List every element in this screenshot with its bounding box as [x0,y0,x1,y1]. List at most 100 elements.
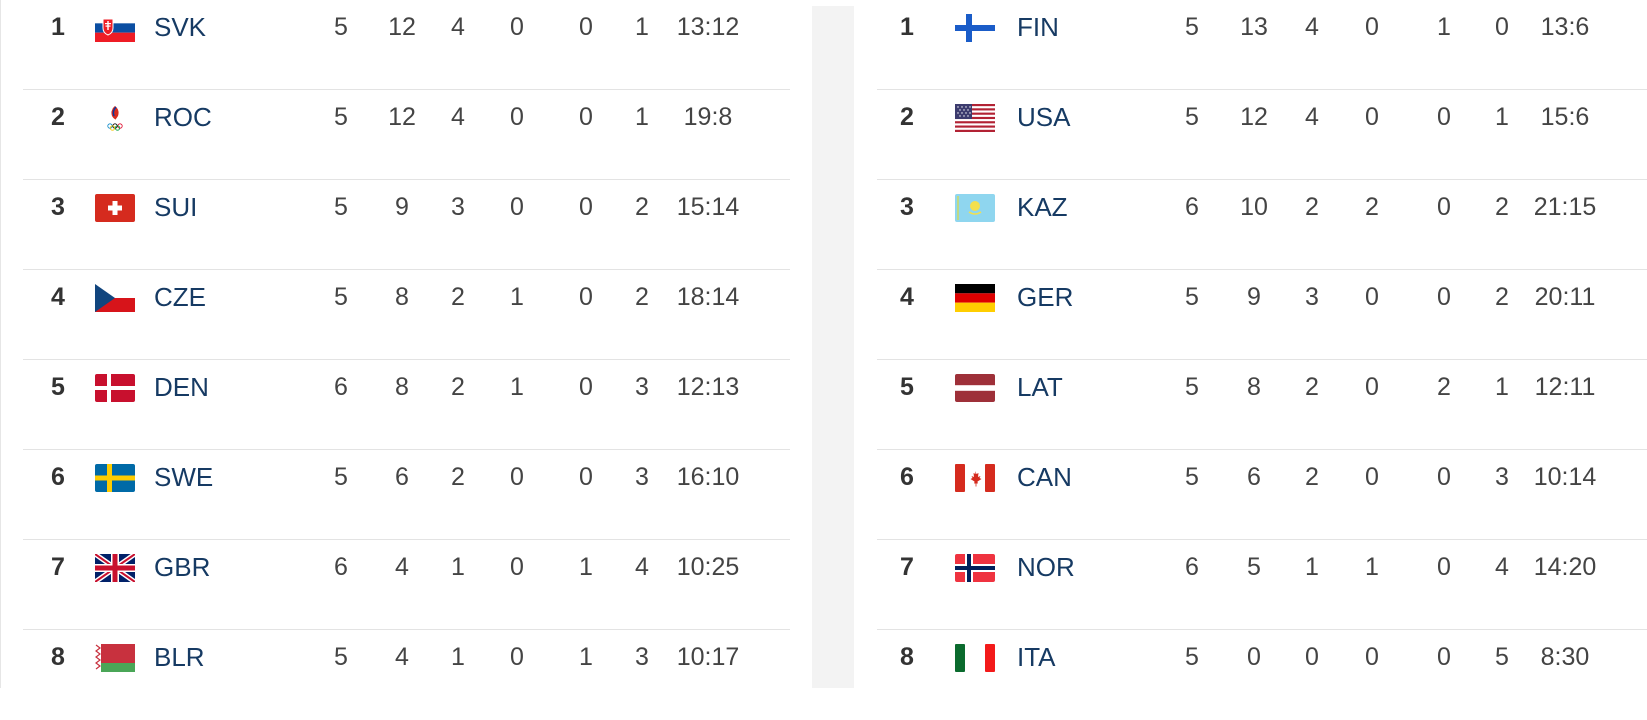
country-code[interactable]: SWE [154,462,214,492]
country-code[interactable]: NOR [1017,552,1075,582]
games-played: 5 [1185,283,1199,311]
rank: 1 [51,13,65,41]
overtime-wins: 0 [1365,13,1379,41]
country-code[interactable]: SVK [154,12,207,42]
country-code[interactable]: LAT [1017,372,1063,402]
wins: 2 [1305,463,1319,491]
country-code[interactable]: ROC [154,102,212,132]
table-row[interactable]: 8 ITA 5 0 0 0 0 5 8:30 [877,630,1647,720]
standings-table-left: 1 SVK 5 12 4 0 0 1 13:12 2 ROC 5 12 4 0 … [23,0,790,720]
points: 13 [1240,13,1268,41]
goals: 12:13 [676,373,740,401]
wins: 4 [1305,103,1319,131]
wins: 3 [1305,283,1319,311]
overtime-wins: 0 [1365,463,1379,491]
table-row[interactable]: 2 ROC 5 12 4 0 0 1 19:8 [23,90,790,180]
goals: 10:17 [676,643,740,671]
country-code[interactable]: FIN [1017,12,1059,42]
table-row[interactable]: 5 LAT 5 8 2 0 2 1 12:11 [877,360,1647,450]
country-code[interactable]: GBR [154,552,211,582]
table-row[interactable]: 7 NOR 6 5 1 1 0 4 14:20 [877,540,1647,630]
country-code[interactable]: ITA [1017,642,1056,672]
points: 4 [395,643,409,671]
wins: 4 [451,103,465,131]
table-row[interactable]: 8 BLR 5 4 1 0 1 3 10:17 [23,630,790,720]
points: 8 [395,373,409,401]
overtime-wins: 0 [510,463,524,491]
losses: 5 [1495,643,1509,671]
games-played: 6 [1185,193,1199,221]
flag-fin-icon [955,14,995,42]
table-row[interactable]: 2 USA 5 12 4 0 0 1 15:6 [877,90,1647,180]
goals: 12:11 [1534,373,1596,401]
losses: 3 [635,463,649,491]
losses: 2 [635,193,649,221]
overtime-wins: 0 [510,193,524,221]
country-code[interactable]: BLR [154,642,205,672]
flag-sui-icon [95,194,135,222]
goals: 20:11 [1534,283,1596,311]
points: 0 [1247,643,1261,671]
overtime-wins: 0 [1365,283,1379,311]
games-played: 5 [1185,463,1199,491]
overtime-wins: 0 [1365,373,1379,401]
overtime-losses: 1 [579,553,593,581]
wins: 1 [1305,553,1319,581]
losses: 1 [635,13,649,41]
table-row[interactable]: 3 KAZ 6 10 2 2 0 2 21:15 [877,180,1647,270]
points: 10 [1240,193,1268,221]
overtime-wins: 2 [1365,193,1379,221]
overtime-wins: 0 [510,13,524,41]
points: 8 [395,283,409,311]
overtime-wins: 1 [510,373,524,401]
goals: 16:10 [676,463,740,491]
country-code[interactable]: DEN [154,372,209,402]
games-played: 5 [1185,643,1199,671]
rank: 7 [900,553,914,581]
points: 8 [1247,373,1261,401]
table-row[interactable]: 1 FIN 5 13 4 0 1 0 13:6 [877,0,1647,90]
country-code[interactable]: SUI [154,192,198,222]
overtime-losses: 0 [579,193,593,221]
rank: 8 [900,643,914,671]
wins: 2 [1305,373,1319,401]
losses: 0 [1495,13,1509,41]
table-row[interactable]: 3 SUI 5 9 3 0 0 2 15:14 [23,180,790,270]
losses: 1 [1495,373,1509,401]
games-played: 6 [334,553,348,581]
losses: 3 [1495,463,1509,491]
goals: 15:14 [676,193,740,221]
rank: 1 [900,13,914,41]
flag-roc-icon [95,104,135,132]
flag-den-icon [95,374,135,402]
country-code[interactable]: CAN [1017,462,1072,492]
overtime-losses: 0 [579,373,593,401]
flag-nor-icon [955,554,995,582]
overtime-wins: 0 [1365,643,1379,671]
losses: 2 [635,283,649,311]
table-row[interactable]: 6 CAN 5 6 2 0 0 3 10:14 [877,450,1647,540]
country-code[interactable]: USA [1017,102,1071,132]
table-row[interactable]: 6 SWE 5 6 2 0 0 3 16:10 [23,450,790,540]
overtime-wins: 0 [510,103,524,131]
goals: 8:30 [1540,643,1590,671]
points: 9 [395,193,409,221]
points: 6 [1247,463,1261,491]
losses: 2 [1495,193,1509,221]
points: 12 [1240,103,1268,131]
games-played: 5 [1185,103,1199,131]
country-code[interactable]: CZE [154,282,206,312]
country-code[interactable]: GER [1017,282,1074,312]
flag-svk-icon [95,14,135,42]
games-played: 5 [334,193,348,221]
table-row[interactable]: 4 CZE 5 8 2 1 0 2 18:14 [23,270,790,360]
table-row[interactable]: 5 DEN 6 8 2 1 0 3 12:13 [23,360,790,450]
losses: 3 [635,643,649,671]
table-row[interactable]: 1 SVK 5 12 4 0 0 1 13:12 [23,0,790,90]
country-code[interactable]: KAZ [1017,192,1068,222]
goals: 13:12 [676,13,740,41]
table-row[interactable]: 4 GER 5 9 3 0 0 2 20:11 [877,270,1647,360]
wins: 2 [451,283,465,311]
flag-ger-icon [955,284,995,312]
table-row[interactable]: 7 GBR 6 4 1 0 1 4 10:25 [23,540,790,630]
